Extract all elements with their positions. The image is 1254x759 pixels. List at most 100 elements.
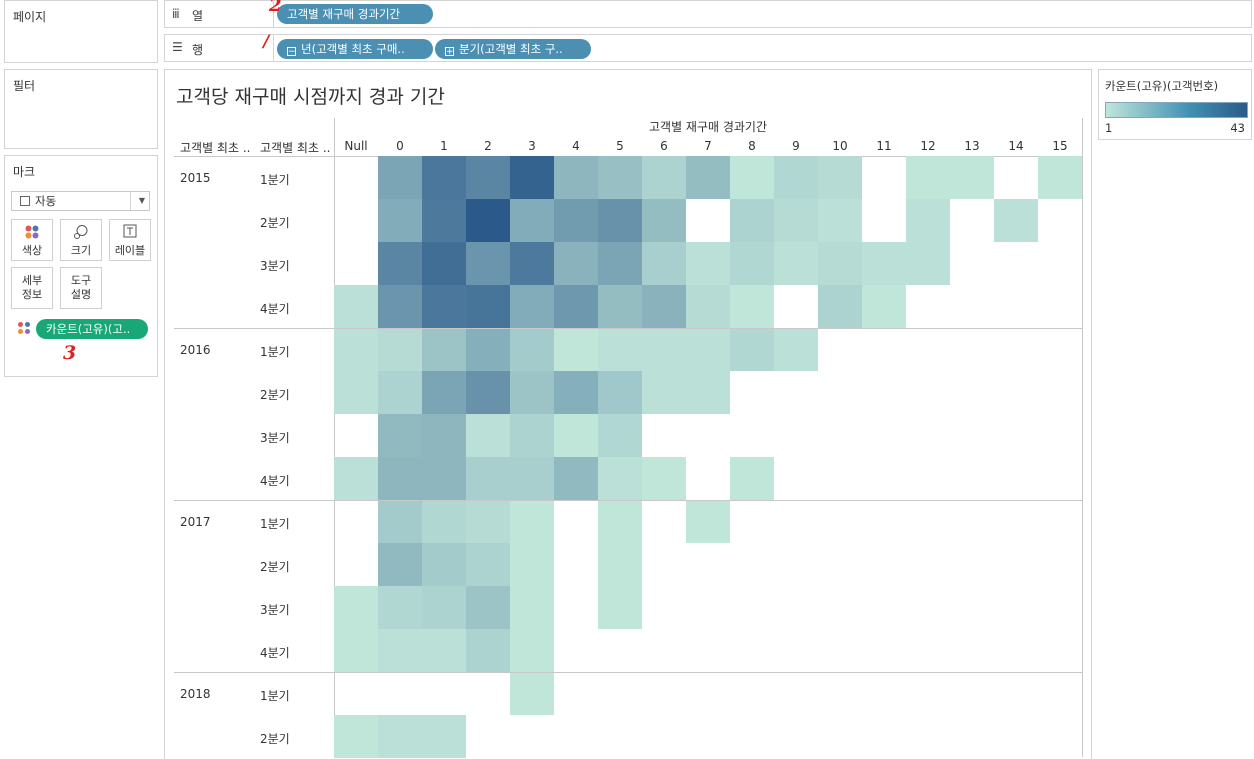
row-header-quarter[interactable]: 3분기 xyxy=(260,603,290,617)
heatmap-cell[interactable] xyxy=(730,457,774,500)
heatmap-cell[interactable] xyxy=(466,414,510,457)
heatmap-cell[interactable] xyxy=(598,328,642,371)
heatmap-cell[interactable] xyxy=(378,371,422,414)
column-header[interactable]: 8 xyxy=(748,139,756,153)
heatmap-cell[interactable] xyxy=(334,285,378,328)
column-header[interactable]: Null xyxy=(344,139,368,153)
heatmap-cell[interactable] xyxy=(686,156,730,199)
heatmap-cell[interactable] xyxy=(422,242,466,285)
heatmap-cell[interactable] xyxy=(510,242,554,285)
heatmap-cell[interactable] xyxy=(774,242,818,285)
column-header[interactable]: 15 xyxy=(1052,139,1068,153)
heatmap-cell[interactable] xyxy=(598,457,642,500)
heatmap-cell[interactable] xyxy=(334,715,378,758)
heatmap-cell[interactable] xyxy=(378,586,422,629)
heatmap-cell[interactable] xyxy=(422,285,466,328)
column-header[interactable]: 0 xyxy=(396,139,404,153)
heatmap-cell[interactable] xyxy=(378,199,422,242)
row-header-quarter[interactable]: 1분기 xyxy=(260,345,290,359)
heatmap-cell[interactable] xyxy=(422,715,466,758)
column-header[interactable]: 7 xyxy=(704,139,712,153)
rows-year-pill[interactable]: − 년(고객별 최초 구매.. xyxy=(277,39,433,59)
heatmap-cell[interactable] xyxy=(642,285,686,328)
row-header-quarter[interactable]: 4분기 xyxy=(260,474,290,488)
column-header[interactable]: 12 xyxy=(920,139,936,153)
heatmap-cell[interactable] xyxy=(554,328,598,371)
heatmap-cell[interactable] xyxy=(1038,156,1082,199)
heatmap-cell[interactable] xyxy=(554,199,598,242)
heatmap-cell[interactable] xyxy=(950,156,994,199)
heatmap-cell[interactable] xyxy=(510,457,554,500)
column-header[interactable]: 3 xyxy=(528,139,536,153)
label-button[interactable]: 레이블 xyxy=(109,219,151,261)
heatmap-cell[interactable] xyxy=(378,285,422,328)
column-header[interactable]: 11 xyxy=(876,139,892,153)
heatmap-cell[interactable] xyxy=(334,371,378,414)
heatmap-cell[interactable] xyxy=(466,199,510,242)
heatmap-cell[interactable] xyxy=(730,328,774,371)
heatmap-cell[interactable] xyxy=(378,715,422,758)
heatmap-cell[interactable] xyxy=(510,199,554,242)
mark-type-dropdown[interactable]: 자동 ▼ xyxy=(11,191,150,211)
heatmap-cell[interactable] xyxy=(686,242,730,285)
heatmap-cell[interactable] xyxy=(510,586,554,629)
heatmap-cell[interactable] xyxy=(554,371,598,414)
heatmap-cell[interactable] xyxy=(422,586,466,629)
heatmap-cell[interactable] xyxy=(334,457,378,500)
heatmap-cell[interactable] xyxy=(730,285,774,328)
heatmap-cell[interactable] xyxy=(686,371,730,414)
heatmap-cell[interactable] xyxy=(422,371,466,414)
heatmap-cell[interactable] xyxy=(598,586,642,629)
heatmap-cell[interactable] xyxy=(730,156,774,199)
heatmap-cell[interactable] xyxy=(422,543,466,586)
heatmap-cell[interactable] xyxy=(818,156,862,199)
column-header[interactable]: 10 xyxy=(832,139,848,153)
row-field-header-quarter[interactable]: 고객별 최초 .. xyxy=(260,141,331,155)
column-header[interactable]: 5 xyxy=(616,139,624,153)
heatmap-cell[interactable] xyxy=(422,199,466,242)
column-header[interactable]: 14 xyxy=(1008,139,1024,153)
heatmap-cell[interactable] xyxy=(510,672,554,715)
heatmap-cell[interactable] xyxy=(598,371,642,414)
row-header-quarter[interactable]: 2분기 xyxy=(260,732,290,746)
color-field-pill[interactable]: 카운트(고유)(고.. xyxy=(36,319,148,339)
heatmap-cell[interactable] xyxy=(378,328,422,371)
columns-field-pill[interactable]: 고객별 재구매 경과기간 xyxy=(277,4,433,24)
row-header-quarter[interactable]: 2분기 xyxy=(260,388,290,402)
row-header-quarter[interactable]: 4분기 xyxy=(260,302,290,316)
row-header-quarter[interactable]: 1분기 xyxy=(260,689,290,703)
heatmap-cell[interactable] xyxy=(510,285,554,328)
heatmap-cell[interactable] xyxy=(378,242,422,285)
column-header[interactable]: 13 xyxy=(964,139,980,153)
heatmap-cell[interactable] xyxy=(554,414,598,457)
heatmap-cell[interactable] xyxy=(818,285,862,328)
heatmap-cell[interactable] xyxy=(994,199,1038,242)
row-header-quarter[interactable]: 4분기 xyxy=(260,646,290,660)
heatmap-cell[interactable] xyxy=(642,328,686,371)
heatmap-cell[interactable] xyxy=(598,500,642,543)
filters-card[interactable]: 필터 xyxy=(4,69,158,149)
tooltip-button[interactable]: 도구 설명 xyxy=(60,267,102,309)
size-button[interactable]: 크기 xyxy=(60,219,102,261)
heatmap-cell[interactable] xyxy=(466,371,510,414)
heatmap-cell[interactable] xyxy=(334,586,378,629)
pages-card[interactable]: 페이지 xyxy=(4,0,158,63)
color-button[interactable]: 색상 xyxy=(11,219,53,261)
heatmap-cell[interactable] xyxy=(554,285,598,328)
heatmap-cell[interactable] xyxy=(686,500,730,543)
row-header-quarter[interactable]: 2분기 xyxy=(260,560,290,574)
column-header[interactable]: 9 xyxy=(792,139,800,153)
heatmap-cell[interactable] xyxy=(378,414,422,457)
heatmap-cell[interactable] xyxy=(598,156,642,199)
heatmap-cell[interactable] xyxy=(466,500,510,543)
heatmap-cell[interactable] xyxy=(598,285,642,328)
row-header-quarter[interactable]: 1분기 xyxy=(260,173,290,187)
heatmap-cell[interactable] xyxy=(730,199,774,242)
heatmap-cell[interactable] xyxy=(642,457,686,500)
heatmap-cell[interactable] xyxy=(510,543,554,586)
heatmap-cell[interactable] xyxy=(466,543,510,586)
heatmap-cell[interactable] xyxy=(686,328,730,371)
heatmap-cell[interactable] xyxy=(422,414,466,457)
row-header-quarter[interactable]: 3분기 xyxy=(260,431,290,445)
heatmap-cell[interactable] xyxy=(378,500,422,543)
